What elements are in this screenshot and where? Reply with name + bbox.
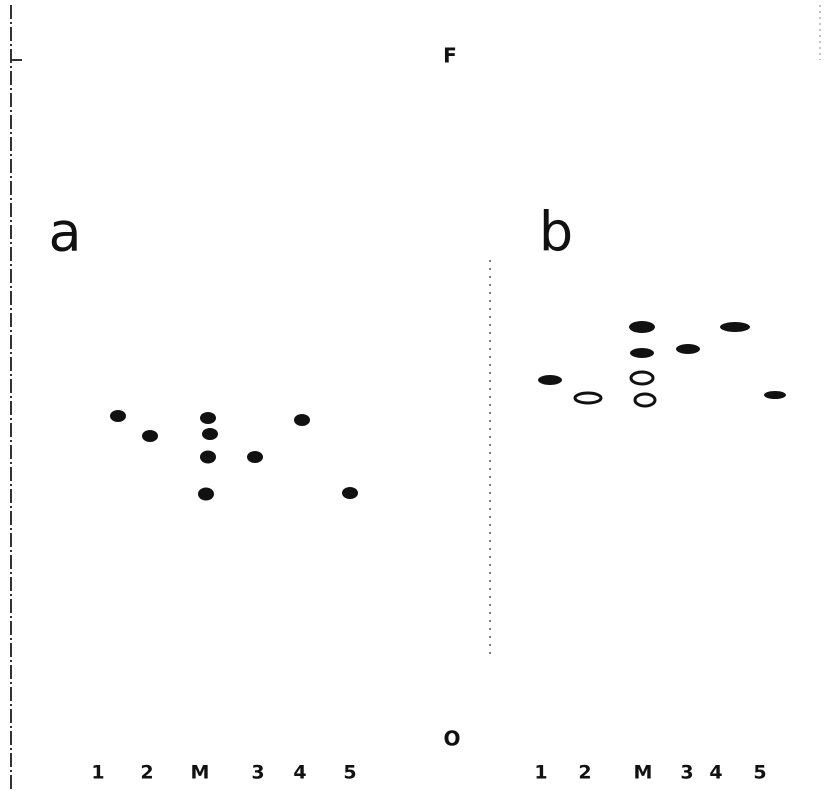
lane-label: M bbox=[634, 762, 653, 784]
lane-label: 3 bbox=[680, 762, 693, 784]
band bbox=[630, 348, 654, 358]
spots-a bbox=[110, 410, 358, 501]
origin-label: O bbox=[443, 727, 460, 751]
band bbox=[764, 391, 786, 399]
band bbox=[629, 321, 655, 333]
spot bbox=[198, 488, 214, 501]
lane-label: M bbox=[191, 762, 210, 784]
spot bbox=[110, 410, 126, 422]
spot bbox=[247, 451, 263, 463]
spot bbox=[200, 412, 216, 424]
lane-label: 3 bbox=[251, 762, 264, 784]
spot bbox=[202, 428, 218, 440]
bands-b bbox=[538, 321, 786, 406]
page: F O a b 1 2 M 3 4 5 1 2 M 3 4 5 (() => {… bbox=[0, 0, 824, 792]
lane-label: 4 bbox=[709, 762, 722, 784]
lane-label: 2 bbox=[578, 762, 591, 784]
lane-label: 5 bbox=[343, 762, 356, 784]
lane-label: 1 bbox=[91, 762, 104, 784]
band bbox=[575, 393, 601, 403]
band bbox=[720, 322, 750, 332]
spot bbox=[142, 430, 158, 442]
panel-label: b bbox=[539, 201, 573, 264]
spot bbox=[200, 451, 216, 464]
lane-label: 5 bbox=[753, 762, 766, 784]
lane-label: 4 bbox=[293, 762, 306, 784]
band bbox=[631, 372, 653, 384]
band bbox=[676, 344, 700, 354]
spot bbox=[342, 487, 358, 499]
front-label: F bbox=[443, 44, 457, 68]
lane-label: 1 bbox=[534, 762, 547, 784]
band bbox=[635, 394, 655, 406]
band bbox=[538, 375, 562, 385]
figure: F O a b 1 2 M 3 4 5 1 2 M 3 4 5 bbox=[0, 0, 824, 792]
lane-label: 2 bbox=[140, 762, 153, 784]
panel-label: a bbox=[48, 201, 81, 264]
spot bbox=[294, 414, 310, 426]
